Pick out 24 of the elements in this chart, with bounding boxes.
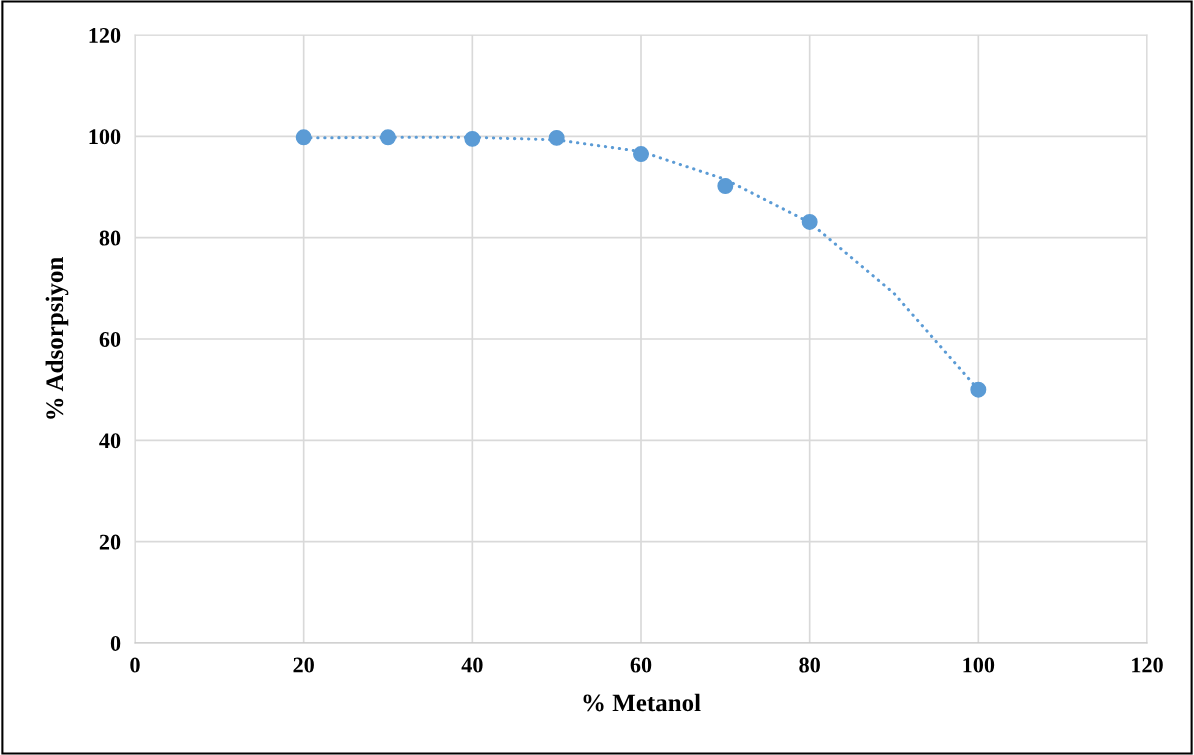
point [295, 129, 312, 146]
x-tick-label: 100 [963, 657, 995, 673]
point [464, 130, 481, 147]
x-tick-label: 40 [461, 657, 483, 673]
y-tick-label: 80 [99, 230, 121, 246]
point [801, 213, 818, 230]
point [717, 178, 734, 194]
y-tick-label: 120 [89, 27, 121, 43]
y-axis-title: % Adsorpsiyon [45, 257, 69, 419]
y-tick-label: 100 [89, 129, 121, 145]
y-tick-label: 20 [99, 534, 121, 550]
y-tick-label: 60 [99, 331, 121, 347]
x-axis-title: % Metanol [583, 693, 701, 712]
y-tick-label: 0 [110, 635, 121, 651]
x-tick-label: 20 [293, 657, 314, 673]
x-tick-label: 80 [799, 657, 820, 673]
x-tick-label: 60 [630, 657, 652, 673]
point [970, 381, 987, 398]
x-tick-label: 120 [1132, 657, 1163, 673]
point [633, 146, 649, 163]
point [380, 129, 396, 146]
y-tick-label: 40 [99, 433, 121, 449]
x-tick-label: 0 [130, 657, 140, 673]
point [548, 129, 565, 146]
